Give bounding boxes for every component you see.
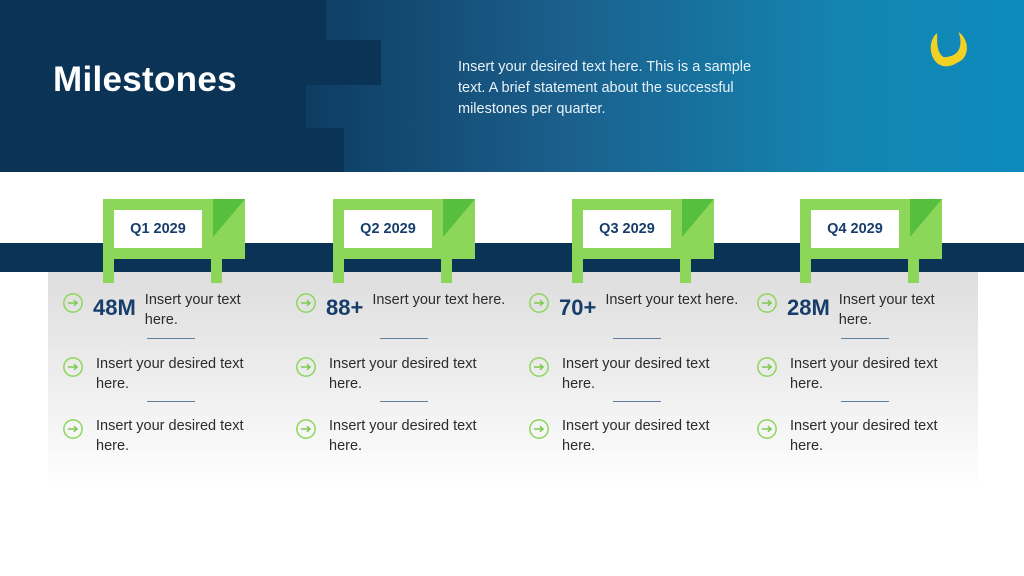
header-description: Insert your desired text here. This is a… — [458, 59, 752, 117]
header-navy-block — [0, 0, 303, 172]
panel-metric-q1: 48M — [93, 295, 136, 320]
arrow-circle-icon — [757, 357, 777, 377]
flag-label-q1: Q1 2029 — [130, 221, 186, 237]
flag-folded-corner-icon — [443, 199, 475, 259]
row-divider — [841, 338, 889, 339]
panel-row-text: Insert your desired text here. — [562, 356, 710, 392]
arrow-circle-icon — [529, 357, 549, 377]
header-band: Milestones Insert your desired text here… — [0, 0, 1024, 172]
panel-row-text: Insert your text here. — [605, 292, 739, 308]
panel-row: Insert your desired text here. — [295, 354, 507, 394]
milestone-panel-q2: 88+ Insert your text here. Insert your d… — [281, 272, 517, 504]
panel-row-text: Insert your desired text here. — [96, 356, 244, 392]
flag-folded-corner-icon — [213, 199, 245, 259]
panel-row: Insert your desired text here. — [756, 416, 968, 456]
milestone-panel-q4: 28M Insert your text here. Insert your d… — [742, 272, 978, 504]
header-step-2 — [303, 40, 381, 85]
header-step-4 — [303, 128, 344, 172]
panel-metric-q3: 70+ — [559, 295, 597, 320]
arrow-circle-icon — [296, 419, 316, 439]
panel-row-text: Insert your text here. — [838, 292, 935, 328]
milestone-flag-q2[interactable]: Q2 2029 — [333, 199, 475, 259]
row-divider — [613, 401, 661, 402]
milestone-flag-q1[interactable]: Q1 2029 — [103, 199, 245, 259]
flag-frame — [572, 199, 682, 259]
panel-row-text: Insert your desired text here. — [329, 418, 477, 454]
panel-row-metric: 48M Insert your text here. — [62, 290, 274, 330]
panel-metric-q2: 88+ — [326, 295, 364, 320]
arrow-circle-icon — [529, 419, 549, 439]
arrow-circle-icon — [63, 419, 83, 439]
arrow-circle-icon — [757, 419, 777, 439]
flag-frame — [103, 199, 213, 259]
page-title: Milestones — [53, 60, 237, 99]
panel-row: Insert your desired text here. — [528, 354, 740, 394]
flag-label-q2: Q2 2029 — [360, 221, 416, 237]
flag-label-q4: Q4 2029 — [827, 221, 883, 237]
row-divider — [147, 401, 195, 402]
panel-row-text: Insert your desired text here. — [96, 418, 244, 454]
panel-metric-q4: 28M — [787, 295, 830, 320]
header-step-1 — [303, 0, 326, 40]
panel-row: Insert your desired text here. — [528, 416, 740, 456]
row-divider — [147, 338, 195, 339]
panel-row: Insert your desired text here. — [295, 416, 507, 456]
flag-folded-corner-icon — [910, 199, 942, 259]
panel-row-metric: 70+ Insert your text here. — [528, 290, 740, 321]
flag-frame — [800, 199, 910, 259]
arrow-circle-icon — [63, 293, 83, 313]
panel-row: Insert your desired text here. — [62, 416, 274, 456]
company-ring-logo-icon — [930, 32, 967, 67]
panel-row-text: Insert your desired text here. — [562, 418, 710, 454]
milestone-panel-q1: 48M Insert your text here. Insert your d… — [48, 272, 284, 504]
panel-row-text: Insert your desired text here. — [329, 356, 477, 392]
arrow-circle-icon — [63, 357, 83, 377]
arrow-circle-icon — [757, 293, 777, 313]
panel-row-text: Insert your desired text here. — [790, 356, 938, 392]
milestone-panel-q3: 70+ Insert your text here. Insert your d… — [514, 272, 750, 504]
flag-label-q3: Q3 2029 — [599, 221, 655, 237]
arrow-circle-icon — [529, 293, 549, 313]
panel-row-text: Insert your text here. — [372, 292, 506, 308]
row-divider — [841, 401, 889, 402]
milestone-flag-q4[interactable]: Q4 2029 — [800, 199, 942, 259]
flag-folded-corner-icon — [682, 199, 714, 259]
row-divider — [380, 338, 428, 339]
flag-frame — [333, 199, 443, 259]
panel-row-metric: 28M Insert your text here. — [756, 290, 968, 330]
arrow-circle-icon — [296, 293, 316, 313]
row-divider — [380, 401, 428, 402]
header-step-3 — [303, 85, 306, 128]
milestone-flag-q3[interactable]: Q3 2029 — [572, 199, 714, 259]
panel-row: Insert your desired text here. — [756, 354, 968, 394]
panel-row-metric: 88+ Insert your text here. — [295, 290, 507, 321]
arrow-circle-icon — [296, 357, 316, 377]
panel-row-text: Insert your text here. — [144, 292, 241, 328]
panel-row-text: Insert your desired text here. — [790, 418, 938, 454]
row-divider — [613, 338, 661, 339]
panel-row: Insert your desired text here. — [62, 354, 274, 394]
